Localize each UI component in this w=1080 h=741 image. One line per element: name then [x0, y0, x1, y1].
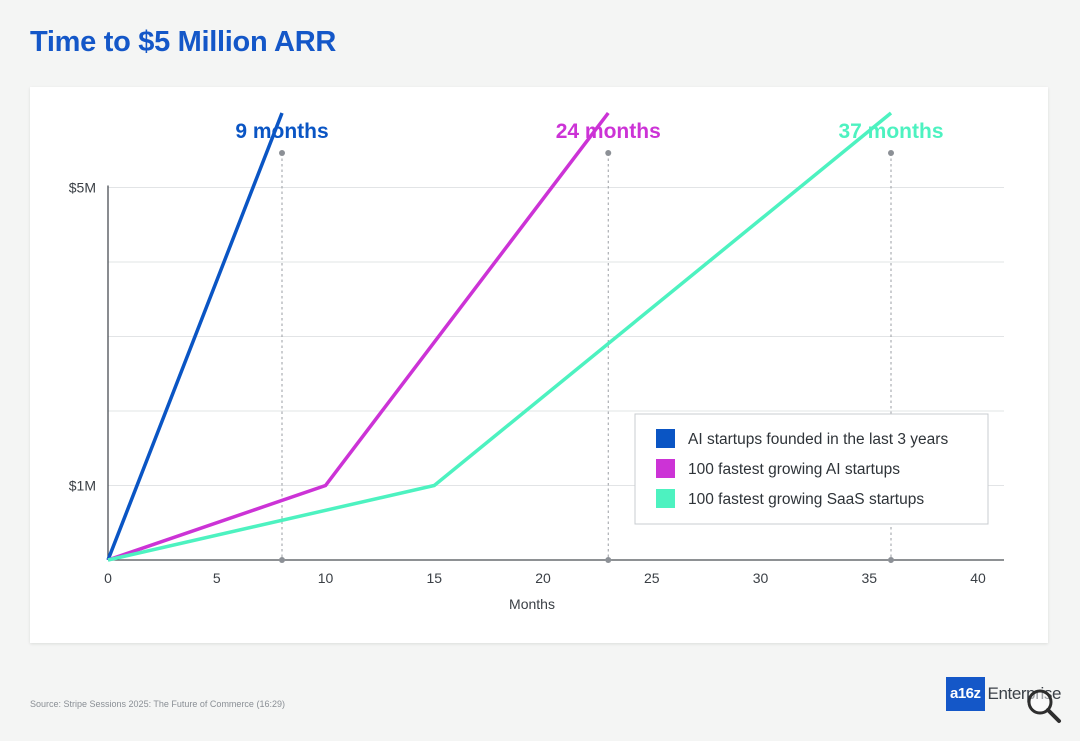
annotation-dot-bottom	[605, 557, 612, 563]
annotation-dot-top	[605, 150, 612, 156]
series-line	[106, 112, 284, 561]
x-tick-label: 15	[426, 570, 442, 586]
series-line	[107, 111, 610, 562]
legend-swatch	[656, 429, 675, 448]
annotation-dot-bottom	[888, 557, 894, 563]
legend-label: 100 fastest growing SaaS startups	[688, 491, 924, 508]
legend-label: AI startups founded in the last 3 years	[688, 431, 948, 448]
legend-label: 100 fastest growing AI startups	[688, 461, 900, 478]
x-tick-label: 40	[970, 570, 986, 586]
legend-box	[634, 413, 989, 525]
x-tick-label: 35	[861, 570, 877, 586]
legend-swatch	[656, 489, 675, 508]
chart-card	[30, 87, 1048, 643]
annotation-label: 9 months	[235, 120, 328, 143]
x-tick-label: 0	[104, 570, 112, 586]
x-tick-label: 30	[753, 570, 769, 586]
legend-swatch	[656, 459, 675, 478]
logo-badge: a16z	[946, 677, 985, 711]
x-tick-label: 25	[644, 570, 660, 586]
annotation-label: 24 months	[556, 120, 661, 143]
series-line	[107, 111, 893, 562]
x-tick-label: 10	[318, 570, 334, 586]
source-note: Source: Stripe Sessions 2025: The Future…	[30, 699, 285, 709]
page-title: Time to $5 Million ARR	[30, 26, 336, 58]
annotation-dot-top	[888, 150, 894, 156]
magnifier-icon[interactable]	[1024, 686, 1064, 726]
x-tick-label: 5	[213, 570, 221, 586]
y-tick-label: $5M	[69, 180, 96, 196]
x-axis-label: Months	[509, 596, 555, 612]
annotation-label: 37 months	[838, 120, 943, 143]
y-tick-label: $1M	[69, 478, 96, 494]
annotation-dot-bottom	[279, 557, 285, 563]
x-tick-label: 20	[535, 570, 551, 586]
annotation-dot-top	[279, 150, 285, 156]
